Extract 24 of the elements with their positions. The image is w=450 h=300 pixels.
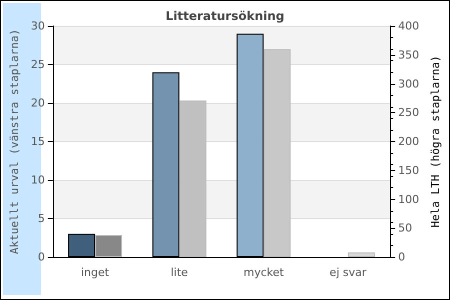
y-axis-title: Aktuellt urval (vänstra staplarna) <box>8 28 21 254</box>
y2-tick-label: 250 <box>398 106 420 120</box>
y-tick-label: 15 <box>30 135 45 148</box>
y2-tick-label: 400 <box>398 20 420 32</box>
y2-tick-label: 150 <box>398 164 420 177</box>
y2-tick-label: 50 <box>398 222 412 235</box>
x-tick-label: lite <box>170 266 188 279</box>
x-tick-label: ej svar <box>330 266 367 279</box>
bar <box>348 252 375 257</box>
y-tick-label: 10 <box>30 174 45 186</box>
y2-tick-label: 200 <box>398 135 420 148</box>
y-tick-label: 5 <box>38 212 45 225</box>
y-tick-label: 30 <box>30 20 45 32</box>
y2-tick-label: 100 <box>398 192 420 206</box>
chart-title: Litteratursökning <box>166 9 284 23</box>
y-tick-label: 25 <box>30 58 45 71</box>
y2-axis-title: Hela LTH (högra staplarna) <box>429 55 442 228</box>
x-tick-label: mycket <box>243 266 284 279</box>
y-tick-label: 0 <box>38 250 45 264</box>
y2-tick-label: 0 <box>398 250 406 264</box>
y2-tick-label: 350 <box>398 48 420 62</box>
y-tick-label: 20 <box>30 96 45 110</box>
y2-tick-label: 300 <box>398 77 420 90</box>
x-tick-label: inget <box>81 266 110 279</box>
